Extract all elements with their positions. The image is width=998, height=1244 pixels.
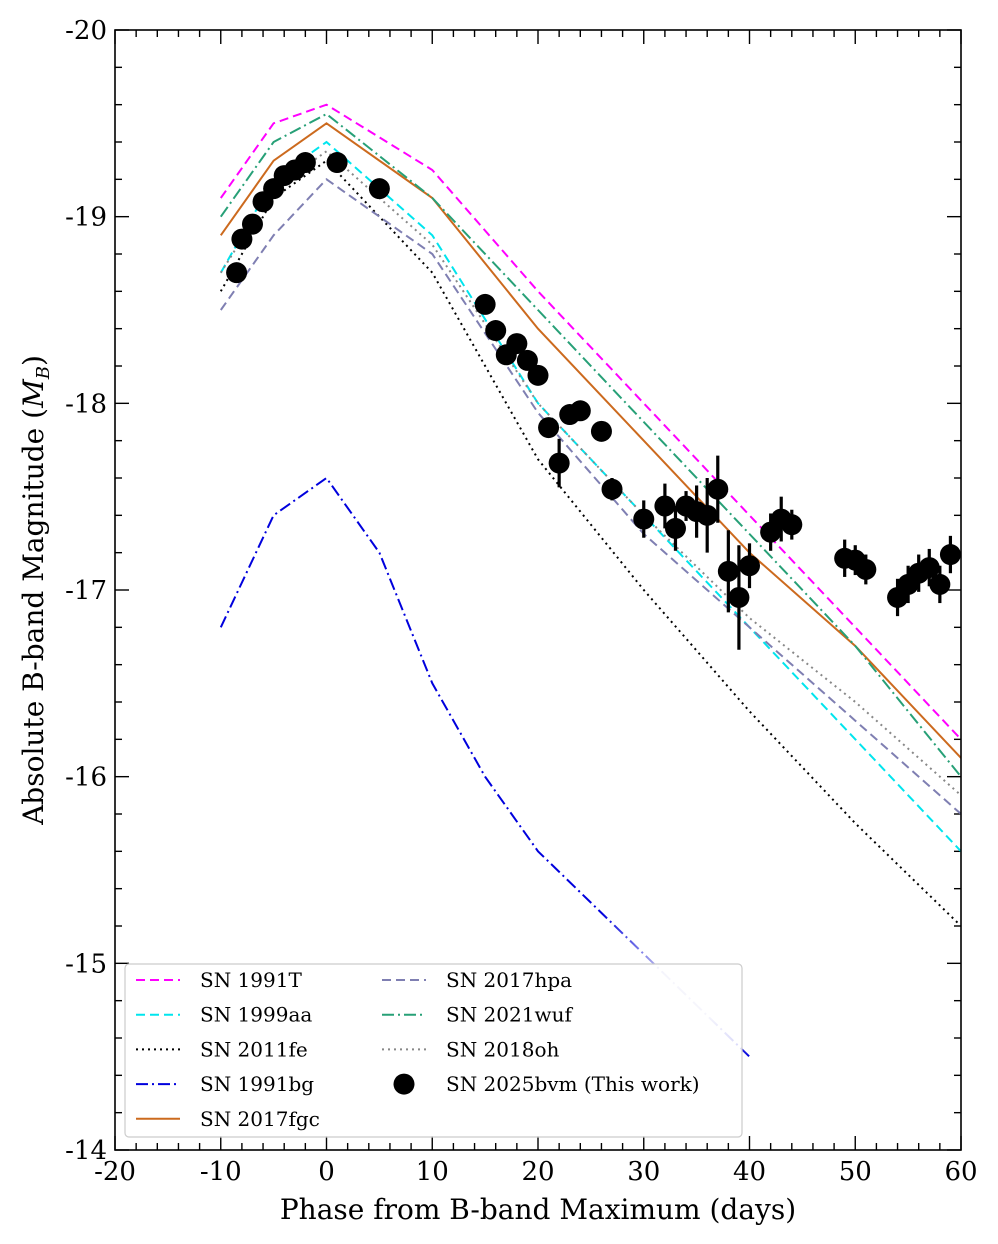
legend-item-sn-2017hpa: SN 2017hpa <box>382 968 572 992</box>
y-tick-label: -17 <box>65 576 107 606</box>
y-tick-label: -20 <box>65 16 107 46</box>
y-tick-label: -18 <box>65 389 107 419</box>
y-tick-label: -16 <box>65 763 107 793</box>
data-point <box>781 514 803 536</box>
data-point <box>538 417 560 439</box>
comparison-light-curves <box>219 103 961 1058</box>
data-point <box>939 544 961 566</box>
x-tick-label: 0 <box>318 1157 335 1187</box>
data-point <box>569 400 591 422</box>
data-point <box>506 333 528 355</box>
x-axis-title: Phase from B-band Maximum (days) <box>280 1193 796 1226</box>
legend-label: SN 2011fe <box>200 1037 308 1061</box>
data-point <box>326 152 348 174</box>
legend-item-sn-2017fgc: SN 2017fgc <box>136 1107 320 1131</box>
y-axis-title: Absolute B-band Magnitude (MB) <box>17 355 54 826</box>
legend-label: SN 1991T <box>200 968 302 992</box>
data-point <box>728 586 750 608</box>
tick-labels: -20 -10 0 10 20 30 40 50 60 -20 -19 -18 -17 -16 -15 -14 <box>65 16 977 1187</box>
data-point <box>548 452 570 474</box>
series-sn-2018oh <box>219 150 961 797</box>
data-point <box>226 262 248 284</box>
data-point <box>696 504 718 526</box>
legend: SN 1991T SN 1999aa SN 2011fe SN 1991bg SN 20… <box>124 963 743 1138</box>
data-point <box>739 555 760 577</box>
data-point <box>368 178 390 200</box>
series-sn-1999aa <box>219 140 961 852</box>
x-tick-label: -10 <box>200 1157 242 1187</box>
series-sn-2017hpa <box>219 177 961 815</box>
data-point <box>918 557 940 579</box>
legend-item-sn-1991bg: SN 1991bg <box>136 1072 314 1096</box>
legend-item-sn-2025bvm-this-work: SN 2025bvm (This work) <box>393 1072 700 1096</box>
data-point <box>633 508 655 530</box>
x-tick-label: 30 <box>627 1157 660 1187</box>
data-point <box>855 558 877 580</box>
data-point <box>654 495 676 517</box>
legend-item-sn-1991t: SN 1991T <box>136 968 302 992</box>
legend-label: SN 1991bg <box>200 1072 314 1096</box>
series-sn-1991t <box>219 103 961 740</box>
data-point <box>516 349 538 371</box>
data-point <box>664 517 686 539</box>
data-point <box>929 573 951 595</box>
data-point <box>294 152 316 174</box>
legend-label: SN 2017fgc <box>200 1107 320 1131</box>
data-point <box>601 478 623 500</box>
legend-label: SN 2021wuf <box>446 1003 573 1027</box>
x-tick-label: 20 <box>521 1157 554 1187</box>
data-point <box>707 478 729 500</box>
x-tick-label: -20 <box>94 1157 136 1187</box>
x-tick-label: 40 <box>733 1157 766 1187</box>
legend-item-sn-1999aa: SN 1999aa <box>136 1003 312 1027</box>
y-tick-label: -14 <box>65 1136 107 1166</box>
plot-frame <box>114 29 962 1151</box>
legend-label: SN 2018oh <box>446 1037 559 1061</box>
legend-frame <box>124 963 743 1138</box>
legend-marker <box>393 1073 415 1095</box>
legend-item-sn-2021wuf: SN 2021wuf <box>382 1003 573 1027</box>
series-sn-2011fe <box>219 159 961 927</box>
y-axis-title-text: Absolute B-band Magnitude <box>17 428 50 826</box>
y-axis-symbol: M <box>17 378 50 409</box>
legend-label: SN 2025bvm (This work) <box>446 1072 700 1096</box>
data-point <box>474 293 496 315</box>
legend-label: SN 2017hpa <box>446 968 572 992</box>
series-sn-2021wuf <box>219 112 961 778</box>
data-point <box>485 320 507 342</box>
y-tick-label: -15 <box>65 949 107 979</box>
y-tick-label: -19 <box>65 203 107 233</box>
legend-item-sn-2011fe: SN 2011fe <box>136 1037 308 1061</box>
sn-2025bvm-observations <box>226 152 961 650</box>
series-sn-2017fgc <box>219 122 961 759</box>
data-point <box>590 420 612 442</box>
y-axis-subscript: B <box>33 366 54 380</box>
x-tick-label: 50 <box>839 1157 872 1187</box>
series-sn-1991bg <box>219 476 751 1058</box>
data-point <box>717 560 739 582</box>
x-tick-label: 10 <box>416 1157 449 1187</box>
x-tick-label: 60 <box>944 1157 977 1187</box>
data-point <box>231 228 253 250</box>
legend-item-sn-2018oh: SN 2018oh <box>382 1037 559 1061</box>
data-point <box>527 364 549 386</box>
data-point <box>241 213 263 235</box>
legend-label: SN 1999aa <box>200 1003 312 1027</box>
